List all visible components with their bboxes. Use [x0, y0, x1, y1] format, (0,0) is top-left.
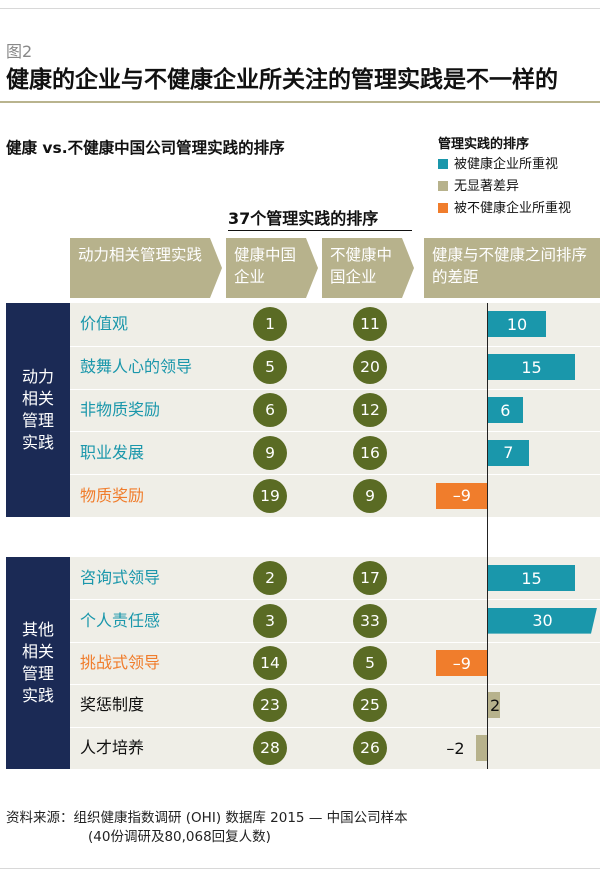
rank-title: 37个管理实践的排序 [228, 209, 379, 228]
chart-title: 健康的企业与不健康企业所关注的管理实践是不一样的 [6, 67, 558, 93]
gap-bar [435, 650, 488, 676]
gap-value: –9 [452, 486, 471, 506]
legend-item-unhealthy: 被不健康企业所重视 [438, 200, 571, 218]
legend-label-healthy: 被健康企业所重视 [454, 157, 559, 172]
unhealthy-rank-circle: 26 [353, 730, 387, 765]
gap-bar: 2 [488, 692, 501, 719]
gap-axis-line [487, 303, 488, 769]
practice-label: 个人责任感 [80, 610, 161, 630]
legend-swatch-unhealthy [438, 203, 448, 213]
header-gap: 健康与不健康之间排序的差距 [424, 238, 600, 298]
unhealthy-rank-circle: 33 [353, 603, 387, 638]
bottom-divider [0, 868, 600, 869]
gap-bar: 15 [488, 354, 575, 381]
gap-value: –9 [452, 653, 471, 673]
gap-value: 2 [490, 695, 501, 715]
legend-label-unhealthy: 被不健康企业所重视 [454, 201, 572, 216]
healthy-rank-circle: 2 [253, 561, 287, 596]
healthy-rank-circle: 28 [253, 730, 287, 765]
gap-value: 7 [503, 443, 514, 463]
practice-label: 非物质奖励 [80, 400, 161, 419]
row-separator [70, 726, 600, 728]
unhealthy-rank-circle: 9 [353, 478, 387, 513]
unhealthy-rank-circle: 11 [353, 307, 387, 342]
title-rule [0, 101, 600, 103]
source-note-detail: (40份调研及80,068回复人数) [88, 829, 271, 845]
unhealthy-rank-circle: 25 [353, 688, 387, 723]
source-note: 资料来源：组织健康指数调研 (OHI) 数据库 2015 — 中国公司样本 [6, 810, 408, 826]
legend-title: 管理实践的排序 [438, 137, 530, 152]
chart-subtitle: 健康 vs.不健康中国公司管理实践的排序 [6, 139, 285, 157]
practice-label: 价值观 [80, 314, 129, 334]
legend-item-healthy: 被健康企业所重视 [438, 156, 558, 174]
gap-value: 30 [532, 611, 553, 631]
section-label-other: 其他相关管理实践 [6, 557, 70, 769]
legend-item-neutral: 无显著差异 [438, 178, 519, 196]
gap-value: 15 [521, 568, 542, 588]
practice-label: 鼓舞人心的领导 [80, 357, 193, 377]
section-band-other [70, 557, 600, 769]
figure-label: 图2 [6, 42, 33, 61]
healthy-rank-circle: 23 [253, 688, 287, 723]
row-separator [70, 599, 600, 601]
unhealthy-rank-circle: 20 [353, 350, 387, 385]
gap-bar: 6 [488, 397, 523, 423]
gap-bar: 15 [488, 565, 575, 592]
healthy-rank-circle: 9 [253, 435, 287, 470]
healthy-rank-circle: 19 [253, 478, 287, 513]
rank-rule [228, 230, 412, 231]
legend-swatch-healthy [438, 159, 448, 169]
gap-bar [435, 482, 488, 509]
healthy-rank-circle: 5 [253, 350, 287, 385]
header-practice: 动力相关管理实践 [70, 238, 222, 298]
gap-bar [476, 734, 488, 761]
practice-label: 人才培养 [80, 737, 145, 757]
section-label-other-text: 其他相关管理实践 [21, 620, 54, 705]
row-separator [70, 431, 600, 433]
gap-value: 10 [506, 314, 528, 334]
gap-bar: 30 [488, 608, 597, 634]
gap-value: –2 [446, 738, 465, 758]
practice-label: 职业发展 [80, 442, 145, 462]
header-unhealthy: 不健康中国企业 [322, 238, 414, 298]
row-separator [70, 345, 600, 347]
gap-bar: 7 [488, 439, 529, 466]
healthy-rank-circle: 6 [253, 393, 287, 427]
top-divider [0, 8, 600, 9]
practice-label: 奖惩制度 [80, 695, 145, 715]
header-healthy: 健康中国企业 [226, 238, 318, 298]
gap-value: 15 [521, 357, 542, 377]
section-label-motivation: 动力相关管理实践 [6, 303, 70, 517]
legend-label-neutral: 无显著差异 [454, 179, 520, 194]
healthy-rank-circle: 14 [253, 646, 287, 680]
gap-bar: 10 [488, 311, 546, 338]
unhealthy-rank-circle: 16 [353, 435, 387, 470]
healthy-rank-circle: 3 [253, 603, 287, 638]
gap-value: 6 [500, 400, 511, 420]
unhealthy-rank-circle: 17 [353, 561, 387, 596]
unhealthy-rank-circle: 12 [353, 393, 387, 427]
healthy-rank-circle: 1 [253, 307, 287, 342]
legend-swatch-neutral [438, 181, 448, 191]
row-separator [70, 641, 600, 643]
unhealthy-rank-circle: 5 [353, 646, 387, 680]
practice-label: 咨询式领导 [80, 568, 161, 588]
practice-label: 物质奖励 [80, 485, 145, 505]
row-separator [70, 474, 600, 476]
row-separator [70, 684, 600, 686]
row-separator [70, 388, 600, 390]
section-label-motivation-text: 动力相关管理实践 [21, 367, 54, 452]
practice-label: 挑战式领导 [80, 653, 161, 672]
